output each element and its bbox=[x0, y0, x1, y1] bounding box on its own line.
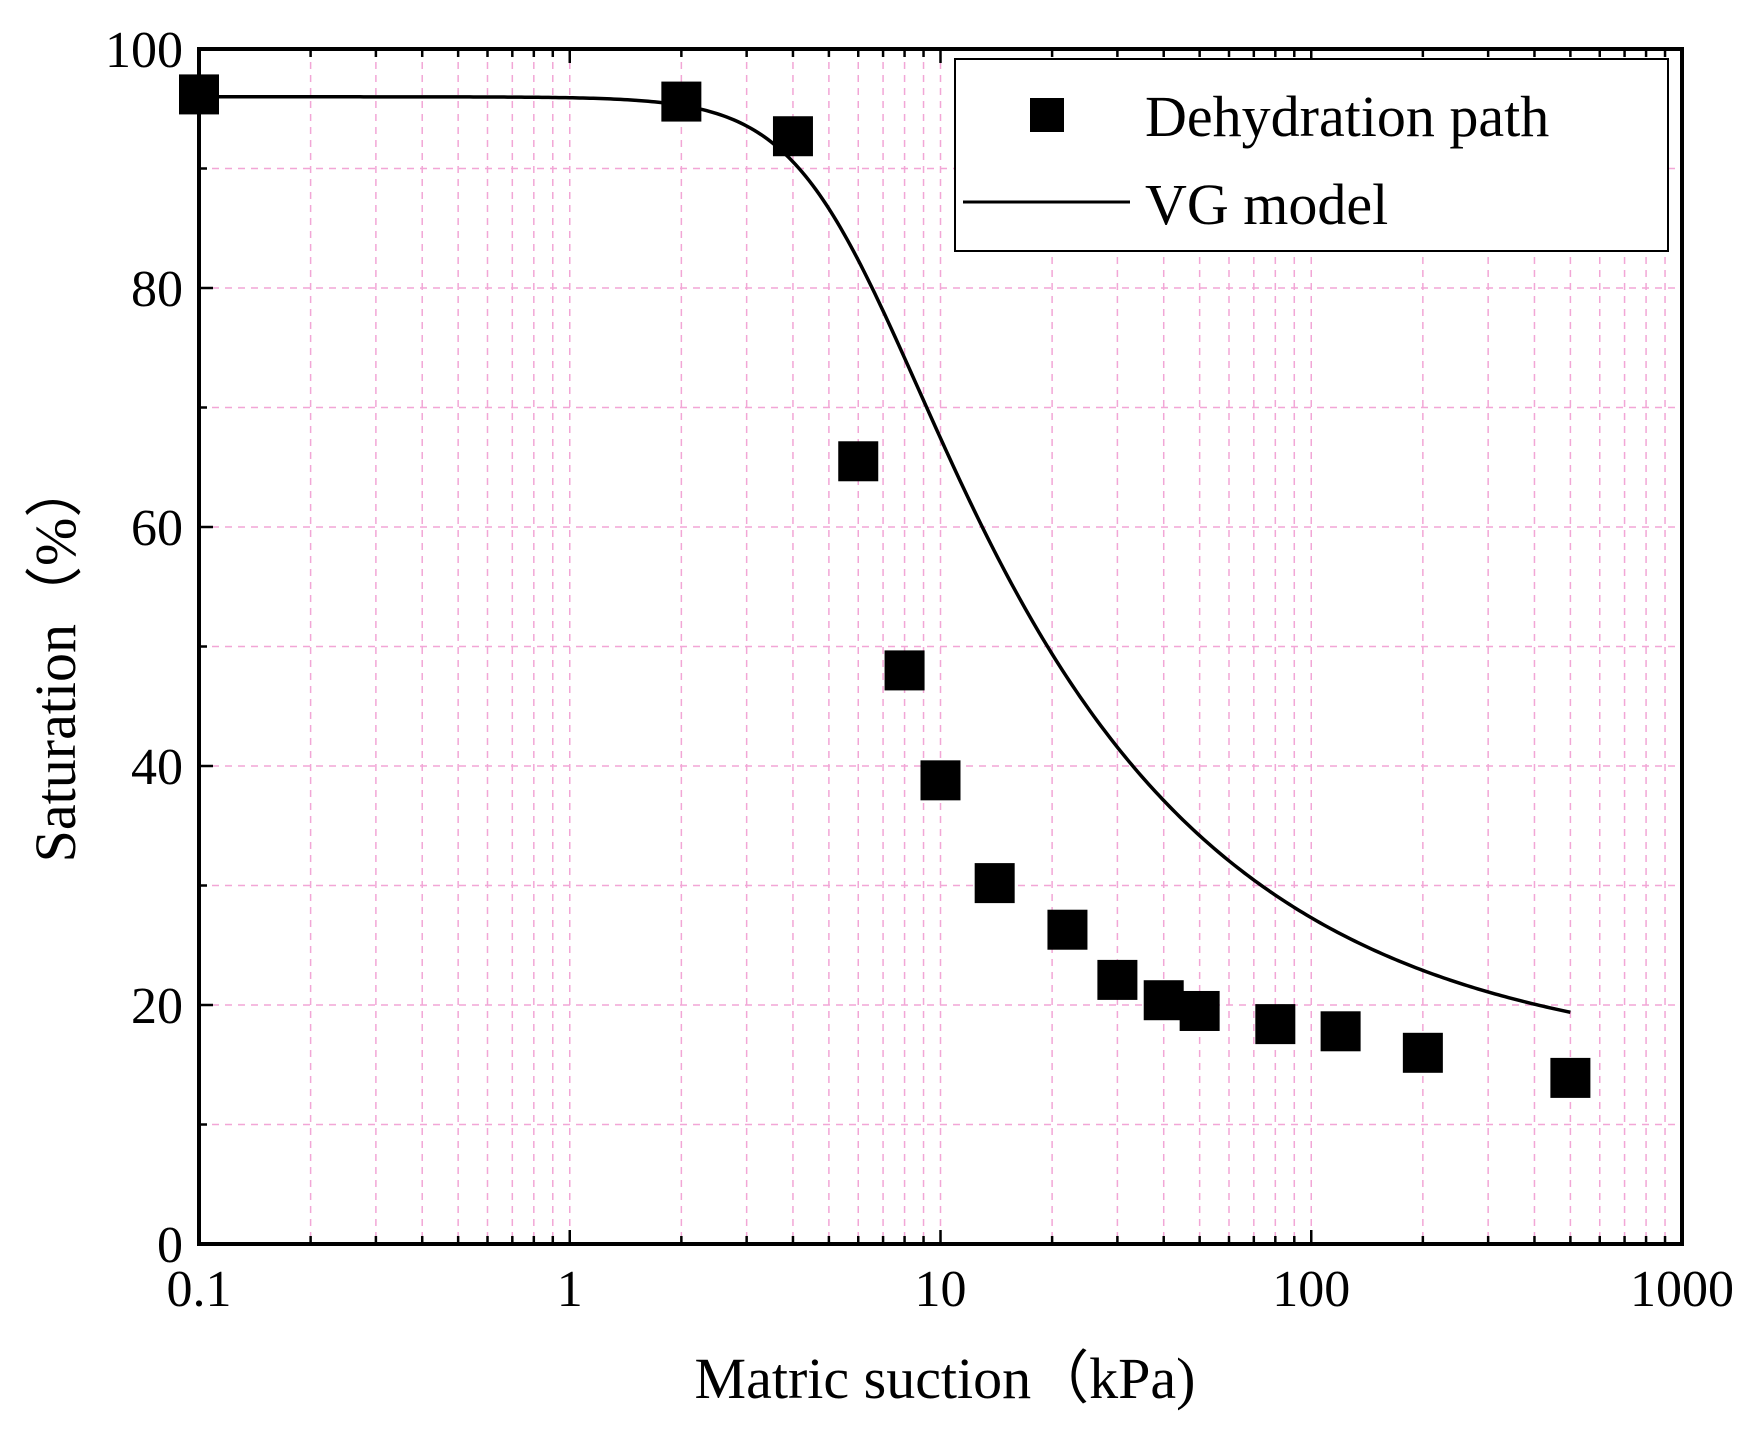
data-point-dehydration bbox=[661, 81, 702, 122]
axis-ticks bbox=[197, 47, 1667, 1246]
dehydration-markers bbox=[179, 74, 1591, 1098]
legend-marker-dehydration bbox=[1030, 98, 1064, 132]
data-point-dehydration bbox=[1255, 1004, 1296, 1045]
y-axis-title: Saturation（%） bbox=[23, 460, 88, 863]
data-point-dehydration bbox=[772, 116, 813, 157]
x-tick-label: 1 bbox=[557, 1261, 583, 1318]
data-point-dehydration bbox=[920, 760, 961, 801]
data-point-dehydration bbox=[1402, 1032, 1443, 1073]
y-tick-label: 0 bbox=[157, 1217, 183, 1274]
legend: Dehydration path VG model bbox=[954, 58, 1669, 252]
legend-label-vg-model: VG model bbox=[1145, 172, 1388, 237]
data-point-dehydration bbox=[1047, 909, 1088, 950]
x-tick-label: 1000 bbox=[1630, 1261, 1734, 1318]
data-point-dehydration bbox=[1097, 959, 1138, 1000]
y-tick-label: 20 bbox=[131, 978, 183, 1035]
y-tick-label: 100 bbox=[105, 22, 183, 79]
x-tick-label: 100 bbox=[1272, 1261, 1350, 1318]
data-point-dehydration bbox=[838, 441, 879, 482]
data-point-dehydration bbox=[1550, 1057, 1591, 1098]
x-tick-label: 0.1 bbox=[167, 1261, 232, 1318]
data-point-dehydration bbox=[1179, 990, 1220, 1031]
legend-box bbox=[954, 58, 1669, 252]
data-point-dehydration bbox=[1143, 980, 1184, 1021]
x-tick-label: 10 bbox=[915, 1261, 967, 1318]
y-tick-label: 80 bbox=[131, 261, 183, 318]
data-point-dehydration bbox=[1320, 1011, 1361, 1052]
tick-labels: 0.1 1 10 100 1000 0 20 40 60 80 100 bbox=[105, 22, 1734, 1318]
vg-model-curve-group bbox=[199, 95, 1571, 1014]
legend-label-dehydration: Dehydration path bbox=[1145, 84, 1549, 149]
y-tick-label: 60 bbox=[131, 500, 183, 557]
vg-model-line bbox=[199, 95, 1571, 1014]
data-point-dehydration bbox=[974, 863, 1015, 904]
y-tick-label: 40 bbox=[131, 739, 183, 796]
data-point-dehydration bbox=[884, 650, 925, 691]
x-axis-title: Matric suction（kPa) bbox=[695, 1346, 1196, 1411]
